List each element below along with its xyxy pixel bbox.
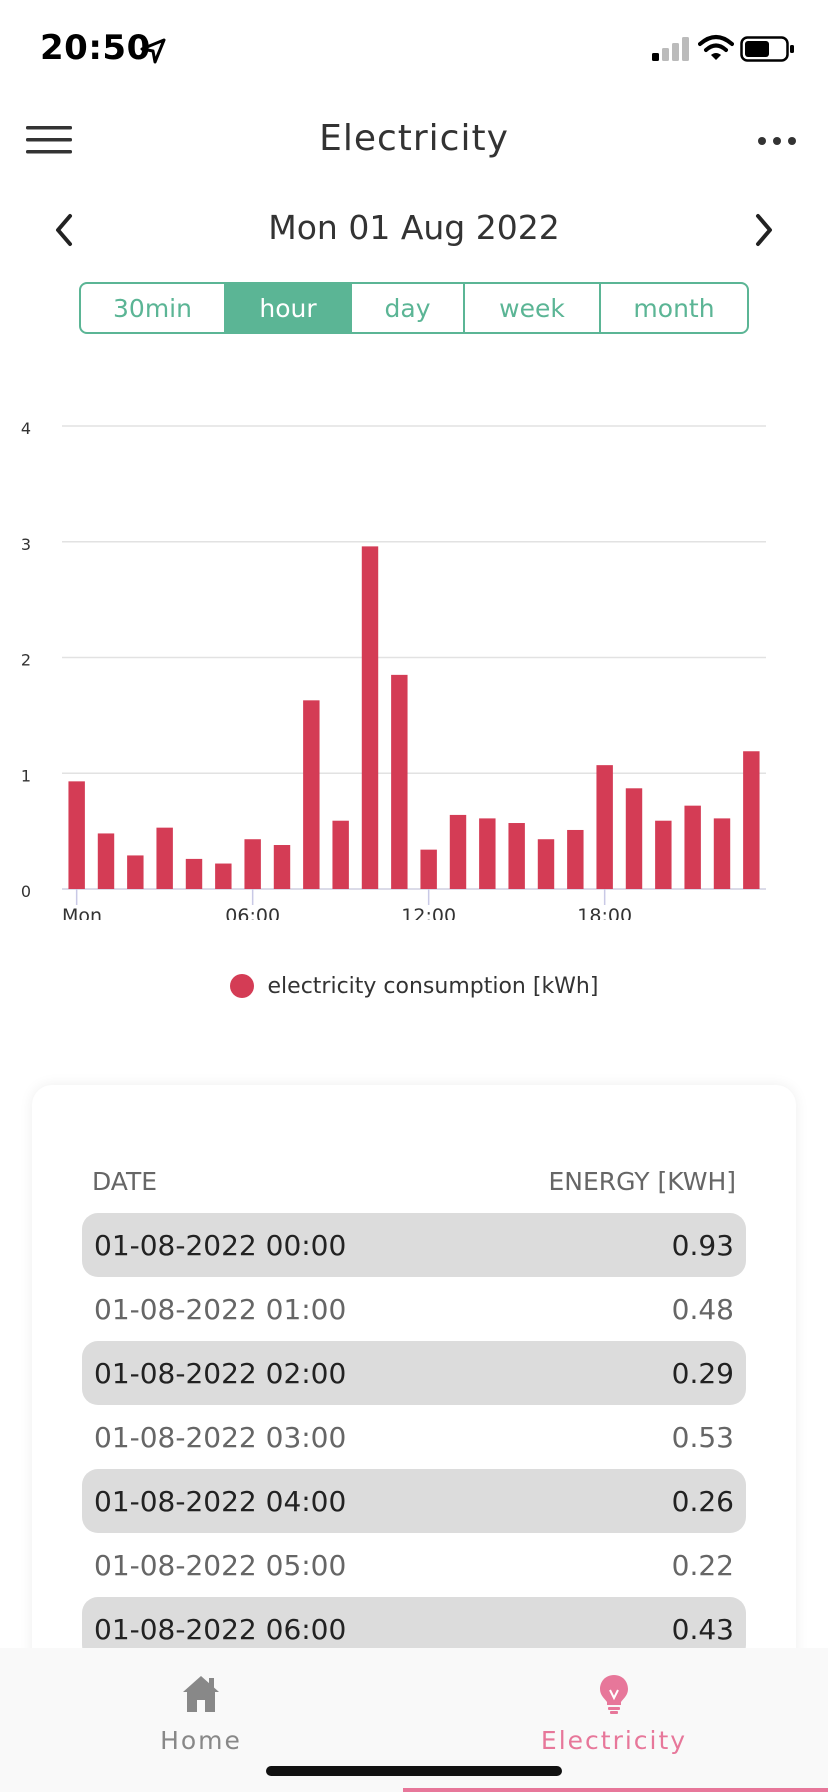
bar-11	[391, 674, 408, 889]
table-row: 01-08-2022 00:00 0.93	[82, 1213, 746, 1277]
wifi-icon	[698, 35, 734, 60]
row-date: 01-08-2022 03:00	[94, 1420, 347, 1454]
period-30min-button[interactable]: 30min	[81, 284, 226, 332]
bar-05	[215, 863, 232, 889]
bar-16	[537, 839, 555, 889]
row-energy: 0.29	[671, 1356, 734, 1390]
row-date: 01-08-2022 02:00	[94, 1356, 347, 1390]
tab-electricity-label: Electricity	[540, 1726, 688, 1755]
y-tick-label: 0	[21, 882, 31, 901]
period-week-button[interactable]: week	[465, 284, 601, 332]
table-header: DATE ENERGY [KWH]	[92, 1167, 736, 1207]
bar-22	[713, 818, 731, 889]
status-bar: 20:50	[0, 0, 828, 100]
bar-08	[303, 700, 320, 889]
consumption-chart: 0 1 2 3 4 Mon 06:00 12:00 18:00	[0, 400, 828, 927]
date-navigator: Mon 01 Aug 2022	[0, 200, 828, 260]
x-tick-label: Mon	[62, 905, 102, 920]
row-energy: 0.53	[671, 1420, 734, 1454]
period-month-button[interactable]: month	[633, 293, 715, 323]
bar-02	[127, 855, 144, 889]
table-row: 01-08-2022 01:00 0.48	[82, 1277, 746, 1341]
period-selector: 30min hour day week month	[79, 282, 749, 334]
readings-list: 01-08-2022 00:00 0.93 01-08-2022 01:00 0…	[82, 1213, 746, 1661]
table-row: 01-08-2022 02:00 0.29	[82, 1341, 746, 1405]
row-date: 01-08-2022 04:00	[94, 1484, 347, 1518]
bar-03	[156, 827, 173, 889]
row-energy: 0.48	[671, 1292, 734, 1326]
energy-column-header: ENERGY [KWH]	[548, 1167, 736, 1196]
active-tab-indicator	[403, 1788, 828, 1792]
row-date: 01-08-2022 06:00	[94, 1612, 347, 1646]
bar-06	[244, 839, 261, 889]
bar-15	[508, 823, 525, 889]
bar-14	[479, 818, 496, 889]
bar-04	[185, 858, 203, 889]
period-hour-button[interactable]: hour	[226, 284, 352, 332]
row-date: 01-08-2022 01:00	[94, 1292, 347, 1326]
row-energy: 0.93	[671, 1228, 734, 1262]
bar-21	[684, 805, 701, 889]
bar-07	[273, 845, 291, 889]
chevron-right-icon[interactable]	[744, 208, 784, 252]
table-row: 01-08-2022 04:00 0.26	[82, 1469, 746, 1533]
bar-10	[361, 546, 379, 889]
x-tick-label: 06:00	[225, 905, 280, 920]
bar-17	[567, 829, 584, 889]
app-header: Electricity	[0, 100, 828, 180]
current-date: Mon 01 Aug 2022	[268, 208, 560, 247]
bar-01	[97, 833, 115, 889]
table-row: 01-08-2022 03:00 0.53	[82, 1405, 746, 1469]
y-tick-label: 2	[21, 651, 31, 670]
page-title: Electricity	[319, 118, 509, 159]
bar-00	[68, 781, 85, 889]
row-energy: 0.22	[671, 1548, 734, 1582]
hamburger-menu-icon[interactable]	[24, 120, 74, 160]
y-tick-label: 1	[21, 766, 31, 785]
bar-20	[655, 820, 672, 889]
bar-09	[332, 820, 349, 889]
home-indicator-bar	[266, 1766, 562, 1776]
x-tick-label: 18:00	[577, 905, 632, 920]
bar-13	[449, 814, 467, 889]
tab-electricity[interactable]: Electricity	[464, 1672, 764, 1755]
location-arrow-icon	[140, 38, 166, 64]
row-date: 01-08-2022 00:00	[94, 1228, 347, 1262]
row-energy: 0.43	[671, 1612, 734, 1646]
status-time: 20:50	[40, 28, 151, 68]
bar-chart: 0 1 2 3 4 Mon 06:00 12:00 18:00	[21, 419, 766, 927]
battery-icon	[740, 36, 794, 62]
y-tick-label: 4	[21, 419, 31, 438]
period-day-button[interactable]: day	[352, 284, 465, 332]
cellular-signal-icon	[652, 37, 689, 61]
bar-19	[625, 788, 643, 889]
date-column-header: DATE	[92, 1167, 158, 1196]
row-energy: 0.26	[671, 1484, 734, 1518]
lightbulb-icon	[600, 1675, 628, 1714]
row-date: 01-08-2022 05:00	[94, 1548, 347, 1582]
tab-home[interactable]: Home	[51, 1672, 351, 1755]
legend-label: electricity consumption [kWh]	[267, 973, 599, 999]
home-icon	[183, 1676, 219, 1712]
bar-23	[743, 751, 760, 889]
tab-home-label: Home	[160, 1726, 242, 1755]
legend-marker	[229, 974, 254, 998]
bar-18	[596, 765, 613, 889]
chevron-left-icon[interactable]	[44, 208, 84, 252]
table-row: 01-08-2022 05:00 0.22	[82, 1533, 746, 1597]
x-tick-label: 12:00	[401, 905, 456, 920]
chart-legend: electricity consumption [kWh]	[0, 966, 828, 1006]
more-options-icon[interactable]	[752, 126, 802, 156]
y-tick-label: 3	[21, 535, 31, 554]
bar-12	[420, 849, 437, 889]
